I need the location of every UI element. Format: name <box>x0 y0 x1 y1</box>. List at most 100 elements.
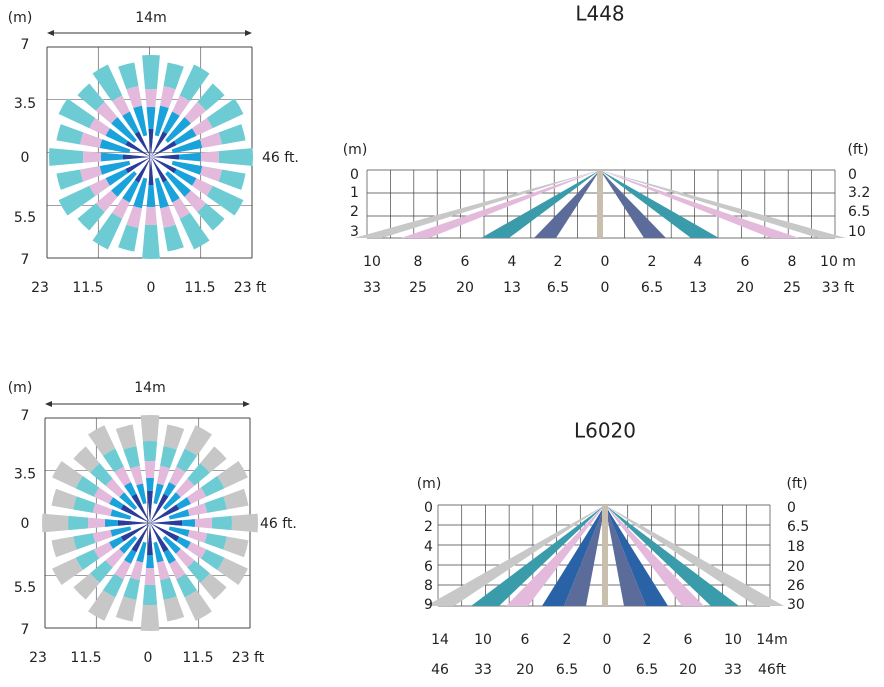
y-axis-label: 3.5 <box>14 467 36 483</box>
detection-zone <box>218 169 246 190</box>
detection-zone <box>176 448 198 473</box>
detection-zone <box>51 488 77 510</box>
distance-label-ft: 13 <box>689 280 707 296</box>
detection-zone <box>218 148 254 166</box>
detection-zone <box>199 166 222 182</box>
detection-zone <box>185 503 208 517</box>
detection-zone <box>151 140 177 157</box>
detection-zone <box>200 573 227 600</box>
height-label-m: 0 <box>424 500 433 516</box>
distance-label-m: 10 <box>724 632 742 648</box>
unit-label: (ft) <box>847 142 868 158</box>
distance-label-m: 2 <box>648 254 657 270</box>
detection-zone <box>206 98 244 129</box>
distance-label-ft: 25 <box>409 280 427 296</box>
y-axis-label: 7 <box>21 408 30 424</box>
detection-zone <box>119 492 138 511</box>
y-axis-label: 3.5 <box>14 96 36 112</box>
detection-zone <box>73 533 96 550</box>
detection-zone <box>160 86 176 109</box>
detection-zone <box>115 424 137 450</box>
view-title: L6020 <box>574 419 636 443</box>
distance-label-ft: 20 <box>679 662 697 678</box>
detection-zone <box>184 190 207 213</box>
distance-label-m: 10 <box>474 632 492 648</box>
distance-label-m: 14 <box>431 632 449 648</box>
detection-zone <box>156 465 170 488</box>
detection-zone <box>133 105 148 137</box>
detection-zone <box>168 509 190 520</box>
distance-label-m: 10 m <box>820 254 856 270</box>
detection-zone <box>126 205 142 228</box>
detection-beam <box>605 505 739 606</box>
detection-zone <box>110 526 132 537</box>
detection-zone <box>119 535 138 554</box>
distance-label-m: 10 <box>363 254 381 270</box>
detection-zone <box>99 160 131 175</box>
unit-label: (m) <box>417 476 442 492</box>
detection-zone <box>176 573 198 598</box>
y-axis-label: 7 <box>21 622 30 638</box>
detection-zone <box>150 520 183 526</box>
detection-beam <box>401 170 600 238</box>
detection-zone <box>150 523 180 542</box>
detection-zone <box>162 152 201 162</box>
unit-label: (m) <box>343 142 368 158</box>
detection-beam <box>564 505 605 606</box>
detection-zone <box>184 425 212 456</box>
detection-zone <box>93 540 116 559</box>
detection-zone <box>165 117 191 143</box>
detection-zone <box>92 212 123 250</box>
detection-zone <box>184 101 207 124</box>
distance-label-m: 2 <box>643 632 652 648</box>
distance-label-m: 2 <box>563 632 572 648</box>
detection-zone <box>153 541 164 563</box>
detection-zone <box>75 549 100 571</box>
width-label: 14m <box>134 380 165 396</box>
detection-zone <box>49 148 84 166</box>
detection-zone <box>52 461 83 489</box>
y-axis-label: 5.5 <box>14 210 36 226</box>
detection-zone <box>150 504 180 523</box>
detection-zone <box>218 124 246 145</box>
detection-zone <box>92 529 115 543</box>
height-label-ft: 20 <box>787 559 805 575</box>
detection-zone <box>80 132 103 148</box>
detection-zone <box>200 475 225 497</box>
distance-label-m: 6 <box>461 254 470 270</box>
detection-beam <box>600 170 799 238</box>
detection-zone <box>123 446 140 469</box>
detection-zone <box>140 415 160 442</box>
detection-zone <box>88 425 116 456</box>
distance-label-ft: 33 <box>724 662 742 678</box>
height-label-ft: 0 <box>848 167 857 183</box>
x-axis-label: 23 ft <box>234 280 267 296</box>
height-label-m: 8 <box>424 578 433 594</box>
height-label-ft: 0 <box>787 500 796 516</box>
detection-zone <box>162 492 181 511</box>
detection-zone <box>118 520 150 526</box>
y-axis-label: 7 <box>21 252 30 268</box>
detection-zone <box>92 503 115 517</box>
detection-zone <box>154 177 169 209</box>
detection-zone <box>114 557 133 580</box>
detection-zone <box>211 515 232 531</box>
detection-zone <box>146 106 156 146</box>
detection-zone <box>56 169 84 190</box>
unit-label: (m) <box>8 10 33 26</box>
detection-zone <box>118 62 139 90</box>
distance-label-ft: 33 ft <box>822 280 855 296</box>
detection-zone <box>110 509 132 520</box>
detection-zone <box>163 424 185 450</box>
detection-zone <box>120 523 150 542</box>
detection-zone <box>130 558 144 581</box>
height-label-m: 2 <box>424 519 433 535</box>
detection-zone <box>88 590 116 621</box>
detection-zone <box>133 177 148 209</box>
distance-label-m: 0 <box>601 254 610 270</box>
detection-zone <box>58 98 96 129</box>
detection-zone <box>51 536 77 558</box>
detection-beam <box>471 505 605 606</box>
detection-zone <box>136 541 147 563</box>
height-label-m: 9 <box>424 597 433 613</box>
